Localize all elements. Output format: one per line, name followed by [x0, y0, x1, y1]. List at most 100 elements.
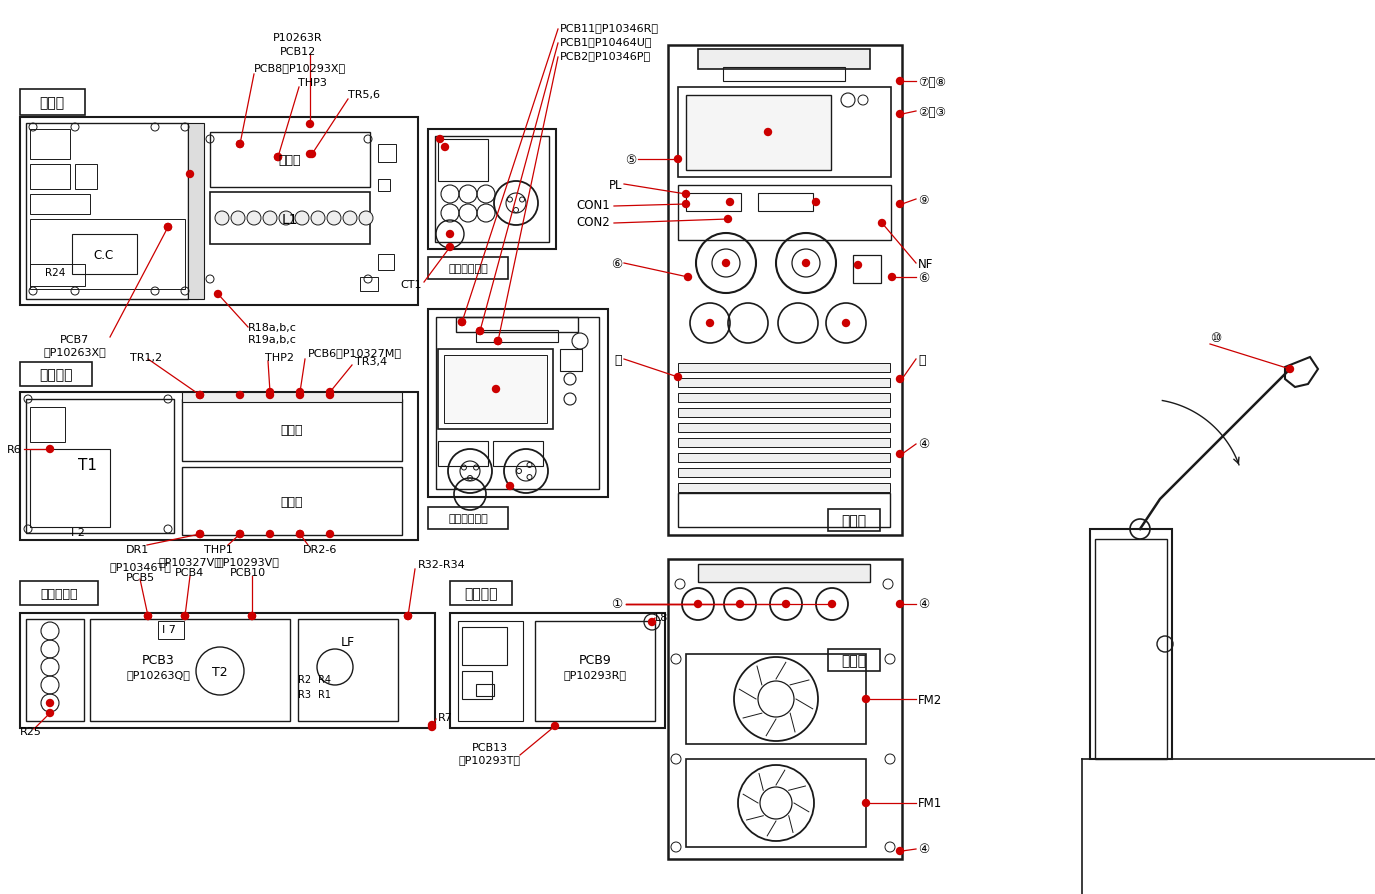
- Circle shape: [495, 338, 502, 345]
- Text: TR1,2: TR1,2: [131, 352, 162, 363]
- Circle shape: [896, 601, 903, 608]
- Circle shape: [725, 216, 732, 224]
- Bar: [678, 364, 890, 373]
- Text: PCB1（P10464U）: PCB1（P10464U）: [560, 37, 653, 47]
- Text: R1: R1: [318, 689, 331, 699]
- Text: 正面側: 正面側: [842, 513, 866, 527]
- Circle shape: [307, 122, 314, 129]
- Circle shape: [813, 199, 820, 207]
- Text: THP3: THP3: [298, 78, 327, 88]
- Bar: [76, 164, 98, 190]
- Circle shape: [495, 338, 502, 345]
- Bar: [678, 493, 890, 527]
- Circle shape: [279, 212, 293, 226]
- Bar: [678, 484, 890, 493]
- Bar: [723, 68, 846, 82]
- Bar: [72, 235, 138, 274]
- Circle shape: [862, 696, 869, 703]
- Bar: [450, 613, 666, 729]
- Circle shape: [267, 389, 274, 396]
- Text: （P10293V）: （P10293V）: [216, 556, 279, 567]
- Bar: [428, 257, 507, 280]
- Bar: [439, 350, 553, 429]
- Circle shape: [326, 389, 334, 396]
- Circle shape: [429, 723, 436, 730]
- Text: ②，③: ②，③: [918, 105, 946, 118]
- Text: R6: R6: [7, 444, 22, 454]
- Circle shape: [326, 531, 334, 538]
- Bar: [560, 350, 582, 372]
- Bar: [378, 255, 395, 271]
- Text: ⑤: ⑤: [624, 154, 637, 166]
- Circle shape: [879, 220, 886, 227]
- Text: （P10263Q）: （P10263Q）: [126, 670, 190, 679]
- Circle shape: [506, 483, 513, 490]
- Circle shape: [477, 328, 484, 335]
- Circle shape: [165, 224, 172, 232]
- Circle shape: [682, 191, 689, 198]
- Bar: [21, 118, 418, 306]
- Bar: [210, 193, 370, 245]
- Circle shape: [707, 320, 714, 327]
- Circle shape: [182, 612, 188, 620]
- Circle shape: [249, 612, 256, 620]
- Bar: [21, 613, 434, 729]
- Text: 放熱板: 放熱板: [280, 495, 304, 508]
- Text: R2: R2: [298, 674, 311, 684]
- Circle shape: [214, 212, 230, 226]
- Circle shape: [263, 212, 276, 226]
- Circle shape: [236, 141, 243, 148]
- Circle shape: [359, 212, 373, 226]
- Bar: [678, 468, 890, 477]
- Text: ⑪: ⑪: [918, 353, 925, 366]
- Circle shape: [275, 155, 282, 161]
- Bar: [686, 194, 741, 212]
- Text: PCB5: PCB5: [125, 572, 154, 582]
- Text: （P10346T）: （P10346T）: [109, 561, 170, 571]
- Text: 放熱板: 放熱板: [279, 154, 301, 166]
- Bar: [852, 256, 881, 283]
- Text: FM1: FM1: [918, 797, 942, 810]
- Text: FM2: FM2: [918, 693, 942, 705]
- Bar: [535, 621, 654, 721]
- Circle shape: [862, 799, 869, 806]
- Text: R19a,b,c: R19a,b,c: [248, 334, 297, 344]
- Text: 板金上面: 板金上面: [465, 586, 498, 601]
- Circle shape: [197, 392, 203, 399]
- Bar: [698, 564, 870, 582]
- Circle shape: [311, 212, 324, 226]
- Circle shape: [441, 144, 448, 151]
- Circle shape: [843, 320, 850, 327]
- Bar: [678, 378, 890, 388]
- Bar: [428, 508, 507, 529]
- Bar: [668, 560, 902, 859]
- Text: NF: NF: [918, 257, 934, 270]
- Text: 放熱板: 放熱板: [280, 424, 304, 437]
- Text: THP2: THP2: [265, 352, 294, 363]
- Text: L8: L8: [654, 612, 668, 622]
- Text: R7: R7: [439, 713, 452, 722]
- Circle shape: [249, 612, 256, 620]
- Bar: [678, 424, 890, 433]
- Text: T1: T1: [78, 457, 98, 472]
- Text: I 7: I 7: [162, 624, 176, 634]
- Circle shape: [47, 446, 54, 453]
- Circle shape: [267, 531, 274, 538]
- Bar: [188, 124, 204, 299]
- Circle shape: [47, 710, 54, 717]
- Text: PCB12: PCB12: [280, 47, 316, 57]
- Circle shape: [726, 199, 733, 207]
- Text: L1: L1: [282, 213, 298, 227]
- Bar: [668, 46, 902, 536]
- Bar: [360, 278, 378, 291]
- Text: （P10263X）: （P10263X）: [44, 347, 106, 357]
- Circle shape: [267, 392, 274, 399]
- Bar: [21, 363, 92, 386]
- Circle shape: [236, 531, 243, 538]
- Text: DR1: DR1: [126, 544, 150, 554]
- Text: I 2: I 2: [72, 527, 85, 537]
- Circle shape: [182, 612, 188, 620]
- Circle shape: [896, 451, 903, 458]
- Circle shape: [297, 389, 304, 396]
- Circle shape: [888, 274, 895, 282]
